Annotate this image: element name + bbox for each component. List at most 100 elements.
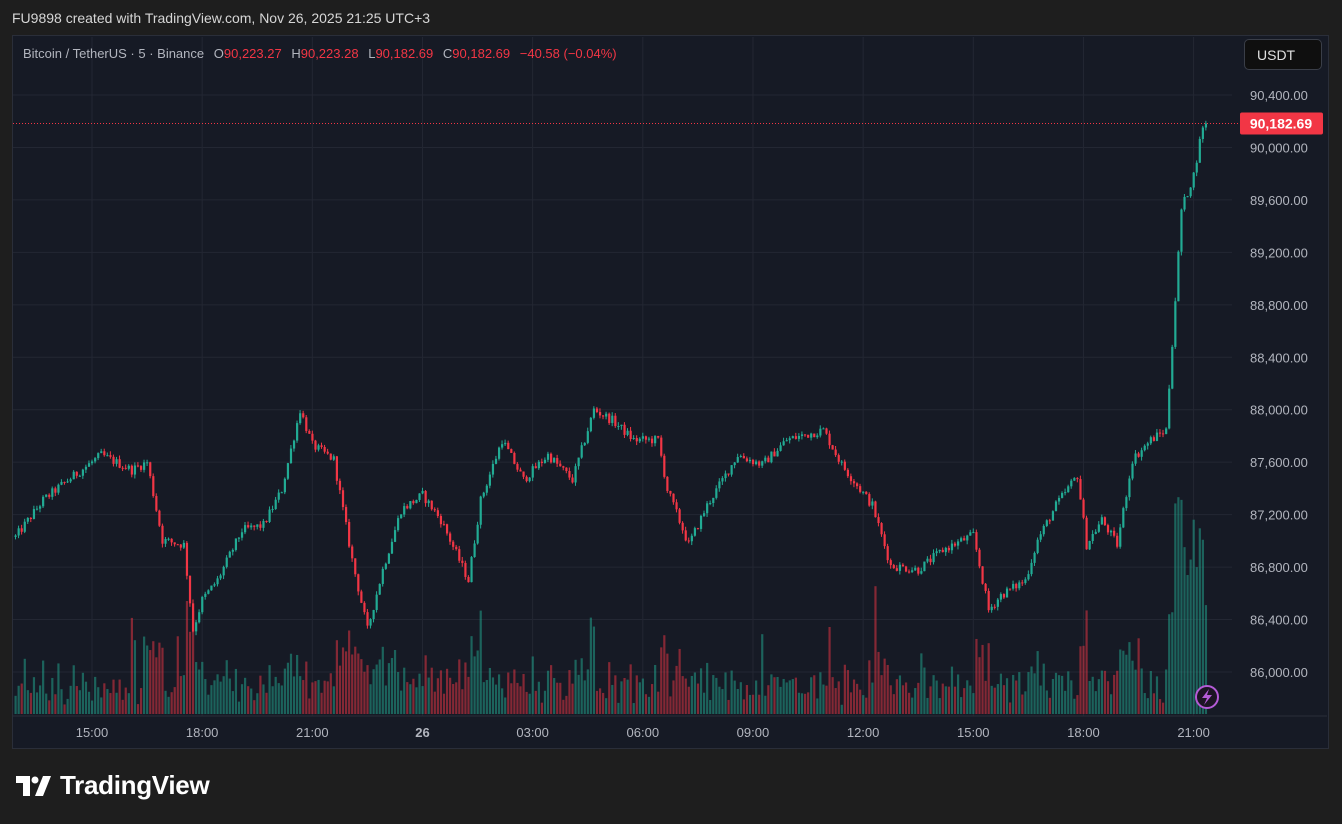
candle-body	[1116, 535, 1119, 547]
volume-bar	[920, 653, 923, 714]
candle-body	[626, 430, 629, 435]
candle-body	[335, 456, 338, 481]
candle-body	[1204, 123, 1208, 128]
volume-bar	[360, 659, 363, 714]
candle-body	[831, 445, 834, 450]
time-tick-label: 03:00	[516, 725, 549, 740]
candle-body	[583, 442, 586, 446]
candle-body	[932, 553, 935, 563]
symbol-title[interactable]: Bitcoin / TetherUS · 5 · Binance	[23, 46, 205, 61]
candle-body	[127, 465, 130, 469]
candle-body	[412, 501, 415, 504]
candle-body	[48, 494, 51, 497]
volume-bar	[381, 646, 384, 714]
volume-bar	[387, 663, 391, 714]
candle-body	[782, 441, 785, 446]
volume-bar	[745, 685, 749, 714]
candle-body	[320, 445, 323, 447]
candle-body	[210, 585, 213, 591]
currency-button[interactable]: USDT	[1244, 39, 1322, 70]
volume-bar	[240, 684, 244, 714]
volume-bar	[644, 694, 648, 714]
volume-bar	[1094, 691, 1097, 714]
candle-body	[1149, 437, 1152, 444]
candle-body	[742, 455, 745, 459]
candle-body	[620, 424, 623, 427]
candle-body	[369, 619, 372, 626]
volume-bar	[406, 682, 409, 714]
chart-panel[interactable]	[12, 35, 1329, 749]
volume-bar	[770, 674, 773, 714]
volume-bar	[706, 662, 709, 714]
candle-body	[877, 517, 880, 524]
candle-body	[794, 436, 797, 439]
volume-bar	[397, 672, 400, 714]
volume-bar	[421, 686, 424, 714]
volume-bar	[207, 694, 210, 714]
candle-body	[904, 566, 908, 572]
volume-bar	[439, 670, 443, 714]
volume-bar	[1088, 680, 1091, 714]
volume-bar	[843, 664, 846, 714]
volume-bar	[586, 669, 589, 714]
volume-bar	[733, 680, 736, 714]
volume-bar	[155, 657, 158, 714]
candle-body	[149, 462, 152, 477]
volume-bar	[895, 679, 898, 714]
candle-body	[623, 424, 626, 435]
tradingview-logo[interactable]: TradingView	[16, 770, 210, 801]
volume-bar	[1024, 691, 1027, 714]
candle-body	[846, 469, 850, 477]
time-tick-label: 26	[415, 725, 429, 740]
candle-body	[179, 544, 182, 548]
candle-body	[277, 492, 280, 500]
volume-bar	[972, 693, 975, 714]
volume-bar	[445, 668, 449, 714]
volume-bar	[204, 679, 207, 714]
volume-bar	[901, 685, 905, 714]
candle-body	[482, 492, 485, 497]
volume-bar	[663, 635, 666, 714]
volume-bar	[354, 646, 357, 714]
candle-body	[381, 568, 384, 584]
candle-body	[497, 447, 501, 459]
candle-body	[182, 542, 185, 548]
volume-bar	[699, 668, 703, 714]
candle-body	[657, 436, 660, 438]
volume-bar	[286, 662, 290, 714]
volume-bar	[543, 690, 547, 714]
candle-body	[274, 499, 277, 510]
candle-body	[586, 431, 589, 443]
price-tick-label: 87,600.00	[1250, 455, 1308, 470]
candle-body	[1106, 525, 1110, 533]
volume-bar	[167, 696, 170, 714]
candle-body	[816, 435, 819, 438]
volume-bar	[791, 679, 794, 714]
candle-body	[1094, 531, 1097, 534]
volume-bar	[1070, 680, 1073, 714]
volume-bar	[94, 676, 97, 714]
volume-bar	[136, 704, 140, 714]
volume-bar	[923, 667, 926, 714]
candle-body	[78, 475, 81, 477]
candle-body	[338, 480, 342, 491]
candle-body	[972, 532, 975, 534]
candle-body	[222, 566, 225, 576]
volume-bar	[415, 687, 418, 714]
volume-bar	[703, 692, 706, 714]
candle-body	[467, 576, 470, 583]
candle-body	[1005, 588, 1009, 598]
volume-bar	[602, 692, 605, 714]
candle-body	[231, 549, 234, 552]
candle-body	[121, 467, 124, 469]
candle-body	[978, 549, 981, 567]
candle-body	[115, 459, 118, 464]
volume-bar	[403, 667, 406, 714]
candle-body	[400, 514, 403, 519]
candle-body	[745, 458, 749, 462]
volume-bar	[522, 674, 525, 714]
volume-bar	[525, 691, 528, 714]
candle-body	[791, 436, 794, 439]
volume-bar	[341, 647, 345, 714]
